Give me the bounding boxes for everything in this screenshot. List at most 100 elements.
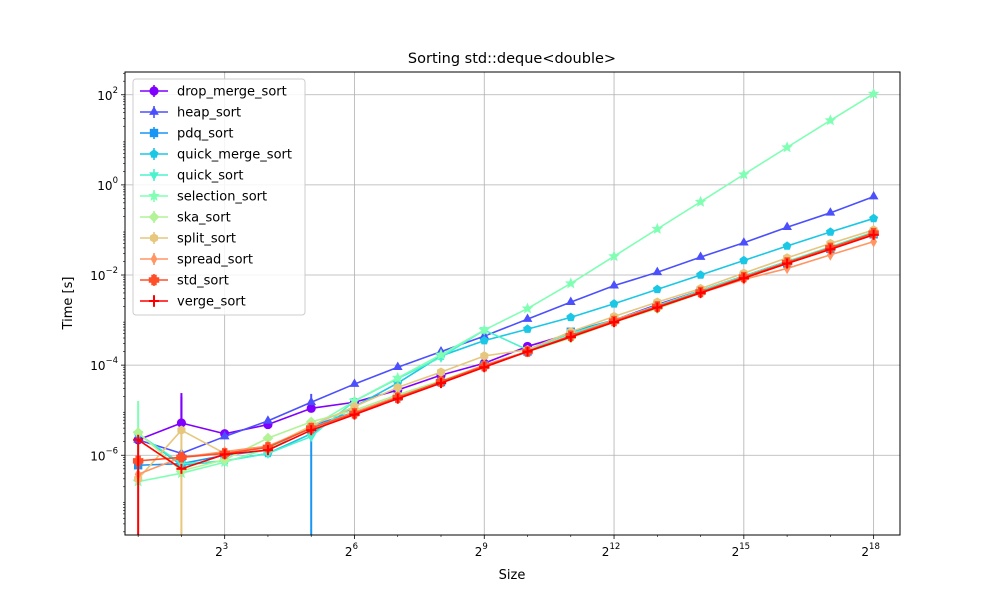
- data-point: [739, 255, 749, 265]
- chart-title: Sorting std::deque<double>: [408, 51, 616, 67]
- data-point: [609, 280, 619, 289]
- legend-marker: [148, 295, 160, 307]
- data-point: [738, 237, 749, 246]
- data-point: [869, 213, 879, 223]
- data-point: [781, 141, 793, 153]
- legend-marker: [149, 172, 159, 181]
- y-tick-label: 100: [97, 176, 118, 193]
- plot-frame: [124, 71, 901, 536]
- legend-marker: [149, 86, 159, 96]
- legend-label: quick_sort: [177, 169, 243, 184]
- data-point: [219, 449, 230, 460]
- data-point: [349, 378, 360, 387]
- legend-label: heap_sort: [177, 106, 241, 121]
- legend-marker: [148, 189, 160, 201]
- y-tick-label: 102: [97, 86, 118, 103]
- legend-box: [132, 78, 306, 316]
- legend-marker: [149, 128, 159, 138]
- y-tick-label: 10−6: [90, 446, 118, 463]
- data-point: [392, 361, 403, 371]
- data-point: [825, 227, 835, 236]
- x-tick-label: 212: [602, 542, 620, 559]
- data-point: [651, 222, 664, 234]
- data-point: [132, 427, 144, 438]
- data-point: [565, 332, 576, 343]
- data-point: [694, 195, 707, 207]
- legend-marker: [150, 253, 158, 265]
- data-point: [479, 362, 490, 373]
- legend-item-spread_sort: spread_sort: [140, 253, 253, 268]
- legend-marker: [149, 149, 159, 158]
- data-point: [436, 367, 446, 377]
- data-point: [435, 378, 447, 389]
- data-point: [565, 296, 576, 305]
- y-tick-label: 10−4: [90, 356, 118, 373]
- legend-label: spread_sort: [177, 253, 253, 268]
- legend-label: split_sort: [177, 232, 236, 247]
- legend-marker: [148, 211, 160, 223]
- data-point: [521, 302, 534, 314]
- data-point: [782, 221, 792, 231]
- data-point: [478, 323, 491, 335]
- data-point: [868, 190, 879, 200]
- data-point: [480, 351, 489, 361]
- legend-item-verge_sort: verge_sort: [140, 295, 246, 310]
- data-point: [782, 241, 792, 250]
- data-point: [825, 207, 836, 216]
- data-point: [566, 312, 576, 322]
- data-point: [177, 425, 186, 435]
- series-line: [137, 234, 874, 470]
- data-point: [479, 335, 489, 345]
- data-point: [523, 324, 532, 333]
- data-point: [695, 287, 706, 298]
- legend-item-heap_sort: heap_sort: [140, 106, 241, 121]
- legend-label: std_sort: [177, 274, 229, 289]
- data-point: [564, 277, 577, 289]
- axis-ticks: 23 26 29 212 215 218 10−6 10−4 10−2 100 102: [90, 72, 880, 559]
- data-point: [349, 409, 360, 420]
- data-point: [738, 168, 750, 180]
- x-tick-label: 29: [475, 542, 488, 559]
- series-line: [137, 231, 874, 465]
- legend-item-drop_merge_sort: drop_merge_sort: [140, 85, 287, 100]
- data-point: [652, 284, 662, 294]
- data-point: [176, 463, 187, 474]
- data-point: [306, 396, 317, 406]
- legend-label: drop_merge_sort: [177, 85, 287, 100]
- legend-marker: [148, 274, 160, 286]
- data-point: [652, 266, 663, 276]
- legend-item-ska_sort: ska_sort: [140, 211, 231, 226]
- data-point: [782, 258, 793, 269]
- data-point: [435, 348, 447, 360]
- y-axis-label: Time [s]: [61, 277, 76, 331]
- data-point: [867, 87, 880, 99]
- legend-label: verge_sort: [177, 295, 246, 310]
- x-axis-label: Size: [499, 568, 526, 583]
- data-point: [262, 432, 274, 444]
- data-point: [391, 371, 404, 383]
- data-point: [263, 415, 273, 424]
- data-point: [522, 346, 533, 357]
- legend-label: selection_sort: [177, 190, 267, 205]
- series-line: [137, 195, 874, 455]
- y-tick-label: 10−2: [90, 266, 118, 283]
- data-point: [825, 244, 836, 255]
- data-point: [652, 302, 663, 313]
- data-point: [392, 393, 403, 404]
- x-tick-label: 215: [732, 542, 750, 559]
- data-point: [738, 273, 749, 284]
- x-tick-label: 26: [345, 542, 358, 559]
- data-point: [695, 251, 706, 260]
- data-point: [262, 445, 273, 456]
- legend-marker: [149, 106, 159, 115]
- plot-series: [132, 87, 880, 535]
- data-point: [609, 317, 620, 328]
- legend-item-std_sort: std_sort: [140, 274, 229, 289]
- data-point: [696, 270, 706, 279]
- data-point: [522, 313, 533, 322]
- legend-label: ska_sort: [177, 211, 231, 226]
- legend-item-selection_sort: selection_sort: [140, 190, 267, 205]
- legend-item-pdq_sort: pdq_sort: [140, 127, 233, 142]
- data-point: [608, 250, 620, 262]
